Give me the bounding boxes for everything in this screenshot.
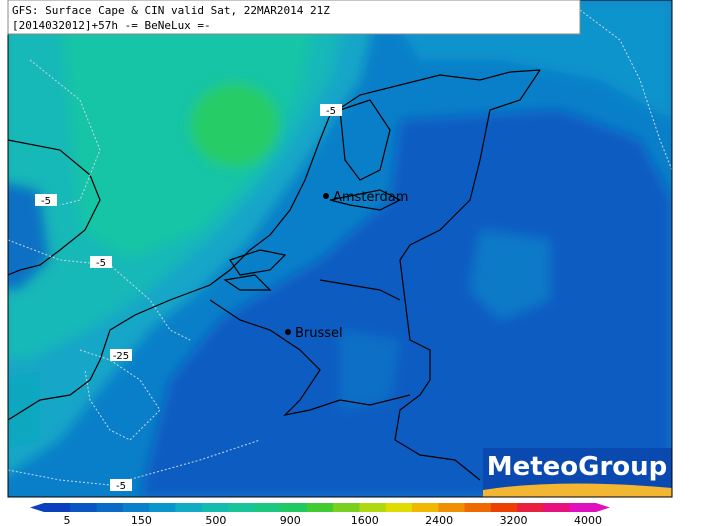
colorbar-segment [280, 503, 308, 512]
colorbar-tick-label: 150 [131, 514, 152, 526]
colorbar-segment [438, 503, 466, 512]
title-line2: [2014032012]+57h -= BeNeLux =- [12, 19, 211, 32]
contours [8, 9, 672, 486]
colorbar-segment [96, 503, 124, 512]
contour-label: -5 [41, 196, 51, 207]
colorbar-arrow-right [596, 503, 610, 512]
colorbar-segment [254, 503, 282, 512]
colorbar-segment [333, 503, 360, 512]
contour-label-box [110, 349, 132, 361]
colorbar-segment [149, 503, 176, 512]
city-dot [285, 329, 291, 335]
contour-label-box [110, 479, 132, 491]
contour-label-box [35, 194, 57, 206]
contour-label: -5 [326, 106, 336, 117]
colorbar-segment [175, 503, 203, 512]
colorbar-segment [201, 503, 229, 512]
colorbar-tick-label: 500 [205, 514, 226, 526]
colorbar-segment [228, 503, 255, 512]
contour-label: -5 [96, 258, 106, 269]
colorbar-tick-label: 3200 [500, 514, 528, 526]
colorbar-segment [306, 503, 334, 512]
coastlines [8, 69, 541, 481]
colorbar-segment [122, 503, 150, 512]
colorbar-segment [569, 503, 597, 512]
title-line1: GFS: Surface Cape & CIN valid Sat, 22MAR… [12, 4, 330, 17]
colorbar-segment [385, 503, 413, 512]
contour-label-box [320, 104, 342, 116]
colorbar-segment [490, 503, 518, 512]
colorbar-segment [44, 503, 71, 512]
city-label: Amsterdam [333, 190, 408, 205]
colorbar-tick-label: 1600 [351, 514, 379, 526]
contour-label: -5 [116, 481, 126, 492]
city-dot [323, 193, 329, 199]
colorbar-segment [70, 503, 98, 512]
title-box [7, 0, 581, 35]
logo: MeteoGroup [487, 452, 668, 482]
map-field: -5 -5 -5 -25 -5 Amsterdam Brussel MeteoGroup [8, 0, 672, 497]
colorbar-segment [543, 503, 571, 512]
colorbar-segment [359, 503, 387, 512]
colorbar-arrow-left [30, 503, 44, 512]
colorbar-segment [517, 503, 544, 512]
colorbar-tick-label: 4000 [574, 514, 602, 526]
colorbar-segment [464, 503, 492, 512]
colorbar-tick-label: 900 [280, 514, 301, 526]
contour-label: -25 [113, 351, 129, 362]
city-label: Brussel [295, 326, 343, 341]
contour-label-box [90, 256, 112, 268]
colorbar: 5 150 500 900 1600 2400 3200 4000 [30, 503, 610, 526]
colorbar-tick-label: 5 [64, 514, 71, 526]
colorbar-tick-label: 2400 [425, 514, 453, 526]
colorbar-segment [412, 503, 439, 512]
